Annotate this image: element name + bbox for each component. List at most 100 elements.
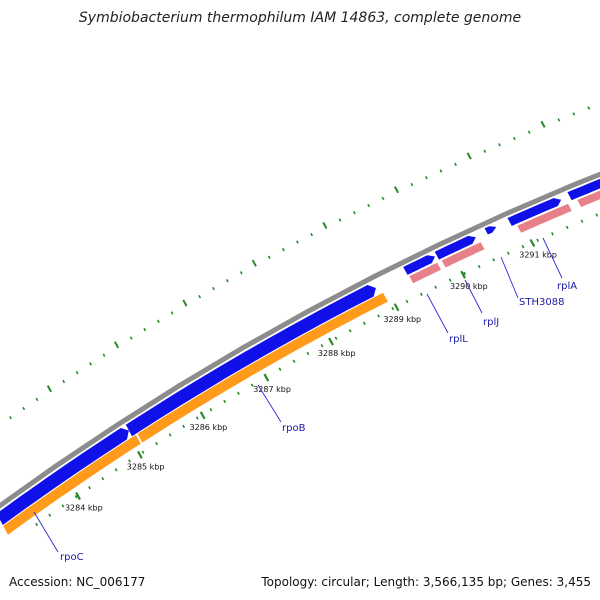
outer-tick-dot (381, 196, 385, 201)
outer-tick-dot (338, 218, 342, 222)
outer-tick-dot (439, 169, 443, 173)
outer-tick-dot (483, 149, 487, 153)
gene-label: STH3088 (519, 297, 564, 308)
gene-rplA (507, 198, 562, 226)
kbp-tick-label: 3287 kbp (253, 385, 291, 394)
gene-label: rplL (449, 334, 468, 345)
outer-tick-track (9, 106, 591, 420)
outer-tick-dot (512, 136, 516, 141)
inner-tick-dot (250, 383, 254, 387)
inner-tick-dot (405, 299, 409, 304)
outer-tick-dot (281, 247, 285, 252)
inner-tick-dot (448, 278, 452, 282)
inner-tick-dot (391, 306, 395, 311)
inner-tick-dot (128, 459, 131, 463)
kbp-tick-label: 3286 kbp (190, 423, 228, 432)
inner-tick-dot (348, 329, 352, 333)
kbp-tick-label: 3289 kbp (383, 315, 421, 324)
gene-label: rpoB (282, 423, 306, 434)
outer-tick-dot (114, 341, 120, 349)
inner-tick-dot (101, 477, 105, 481)
gene-rplL (403, 255, 435, 275)
kbp-tick-mark (137, 450, 143, 459)
outer-tick-dot (540, 120, 546, 128)
outer-tick-dot (410, 182, 414, 187)
inner-tick-dot (292, 359, 296, 364)
gene-rplJ (434, 235, 476, 260)
topology-text: Topology: circular; Length: 3,566,135 bp… (260, 575, 591, 589)
inner-tick-dot (506, 251, 510, 255)
outer-tick-dot (310, 232, 314, 237)
outer-tick-dot (9, 416, 12, 420)
inner-tick-dot (536, 238, 540, 242)
outer-tick-dot (367, 203, 371, 208)
kbp-tick-mark (460, 270, 466, 279)
inner-tick-dot (434, 285, 438, 289)
inner-tick-dot (114, 468, 118, 472)
outer-tick-dot (212, 286, 215, 291)
kbp-ticks: 3284 kbp 3285 kbp 3286 kbp 3287 kbp 3288 kbp… (65, 238, 557, 513)
outer-tick-dot (454, 162, 457, 167)
outer-tick-dot (225, 278, 229, 283)
outer-tick-dot (102, 353, 106, 357)
inner-tick-dot (521, 244, 525, 249)
gene-label: rpoC (60, 552, 84, 563)
inner-tick-dot (278, 367, 282, 371)
inner-tick-dot (306, 351, 310, 356)
outer-tick-dot (35, 397, 39, 402)
inner-tick-dot (377, 314, 380, 318)
kbp-tick-label: 3288 kbp (318, 349, 356, 358)
strand-rpoB (137, 292, 388, 443)
inner-tick-dot (237, 391, 240, 395)
inner-tick-dot (35, 522, 39, 527)
inner-tick-dot (195, 416, 199, 420)
inner-tick-dot (580, 219, 584, 223)
strand-rplL (409, 262, 441, 284)
gene-label-leader (426, 293, 449, 334)
inner-tick-dot (74, 495, 78, 499)
inner-tick-dot (595, 213, 599, 217)
kbp-tick-mark (199, 411, 206, 420)
inner-tick-dot (362, 321, 366, 325)
inner-tick-dot (320, 344, 324, 348)
gene-features (0, 178, 600, 535)
outer-tick-dot (156, 319, 160, 323)
inner-tick-dot (419, 292, 423, 296)
outer-tick-dot (46, 385, 52, 393)
kbp-tick-mark (393, 303, 400, 312)
outer-tick-dot (89, 362, 92, 366)
inner-tick-dot (492, 258, 496, 262)
outer-tick-dot (75, 370, 79, 375)
outer-tick-dot (527, 130, 531, 134)
outer-tick-dot (22, 406, 26, 411)
strand-rpoC (3, 434, 141, 535)
inner-tick-dot (168, 433, 172, 437)
outer-tick-dot (322, 221, 328, 230)
accession-text: Accession: NC_006177 (9, 575, 145, 589)
outer-tick-dot (393, 186, 400, 194)
kbp-tick-mark (529, 238, 536, 248)
gene-next (567, 178, 600, 201)
kbp-tick-mark (75, 492, 81, 501)
outer-tick-dot (267, 255, 271, 259)
gene-label-leader (500, 256, 519, 299)
kbp-tick-mark (328, 337, 334, 346)
gene-label-leader (257, 384, 282, 423)
gene-label-leader (542, 237, 563, 279)
kbp-tick-mark (263, 373, 270, 382)
strand-next (577, 190, 600, 207)
inner-tick-dot (477, 264, 481, 269)
inner-tick-track (35, 213, 599, 527)
kbp-tick-label: 3284 kbp (65, 504, 103, 513)
outer-tick-dot (424, 176, 428, 180)
outer-tick-dot (198, 294, 202, 299)
outer-tick-dot (587, 106, 591, 110)
inner-tick-dot (155, 441, 158, 446)
inner-tick-dot (334, 336, 338, 340)
gene-STH3088 (484, 226, 497, 235)
map-title: Symbiobacterium thermophilum IAM 14863, … (79, 10, 521, 26)
outer-tick-dot (251, 259, 257, 267)
outer-tick-dot (170, 311, 174, 315)
outer-tick-dot (557, 118, 561, 122)
